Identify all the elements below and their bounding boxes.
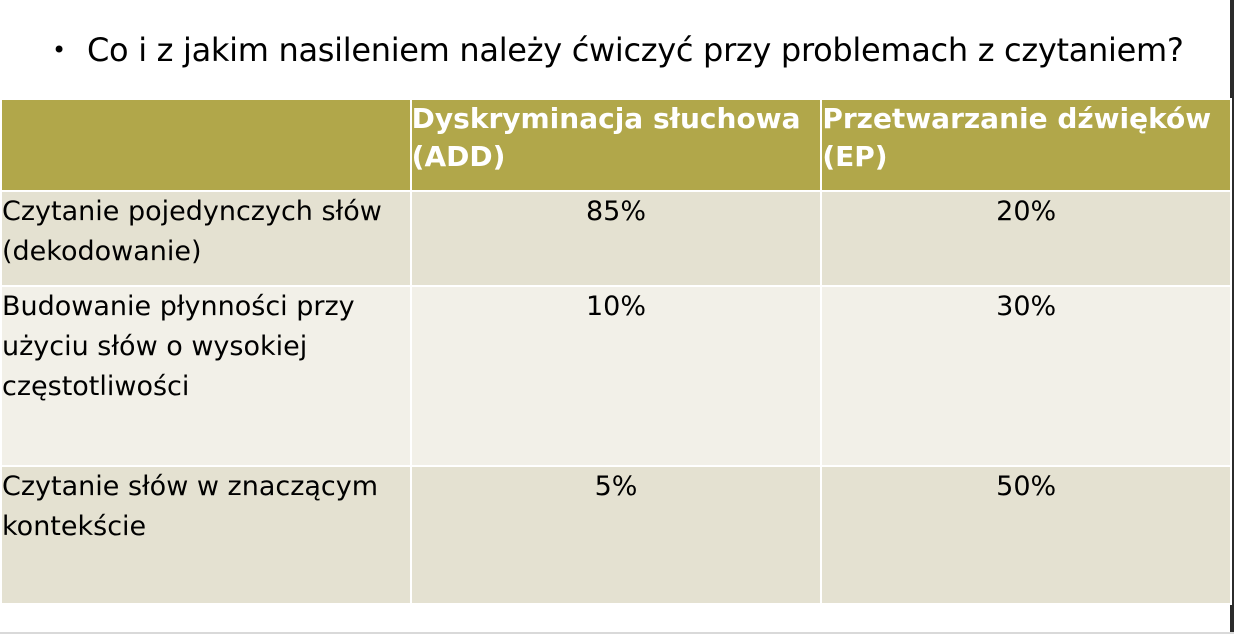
row-label-context: Czytanie słów w znaczącym kontekście	[0, 465, 412, 605]
header-corner-cell	[0, 98, 412, 192]
table-row: Czytanie pojedynczych słów (dekodowanie)…	[0, 190, 1232, 287]
header-add: Dyskryminacja słuchowa (ADD)	[409, 98, 823, 192]
slide-bottom-divider	[0, 632, 1234, 634]
bullet-text: Co i z jakim nasileniem należy ćwiczyć p…	[87, 31, 1184, 69]
value-ep-fluency: 30%	[820, 285, 1232, 467]
value-ep-decoding: 20%	[820, 190, 1232, 287]
value-add-context: 5%	[409, 465, 823, 605]
value-ep-context: 50%	[820, 465, 1232, 605]
header-ep: Przetwarzanie dźwięków (EP)	[820, 98, 1232, 192]
bullet-point: • Co i z jakim nasileniem należy ćwiczyć…	[52, 24, 1184, 76]
row-label-decoding: Czytanie pojedynczych słów (dekodowanie)	[0, 190, 412, 287]
exercise-intensity-table: Dyskryminacja słuchowa (ADD) Przetwarzan…	[0, 98, 1232, 605]
value-add-decoding: 85%	[409, 190, 823, 287]
table-row: Budowanie płynności przy użyciu słów o w…	[0, 285, 1232, 467]
table-row: Czytanie słów w znaczącym kontekście 5% …	[0, 465, 1232, 605]
table-header-row: Dyskryminacja słuchowa (ADD) Przetwarzan…	[0, 98, 1232, 192]
bullet-icon: •	[52, 36, 66, 64]
value-add-fluency: 10%	[409, 285, 823, 467]
slide-edge	[1230, 0, 1234, 634]
row-label-fluency: Budowanie płynności przy użyciu słów o w…	[0, 285, 412, 467]
